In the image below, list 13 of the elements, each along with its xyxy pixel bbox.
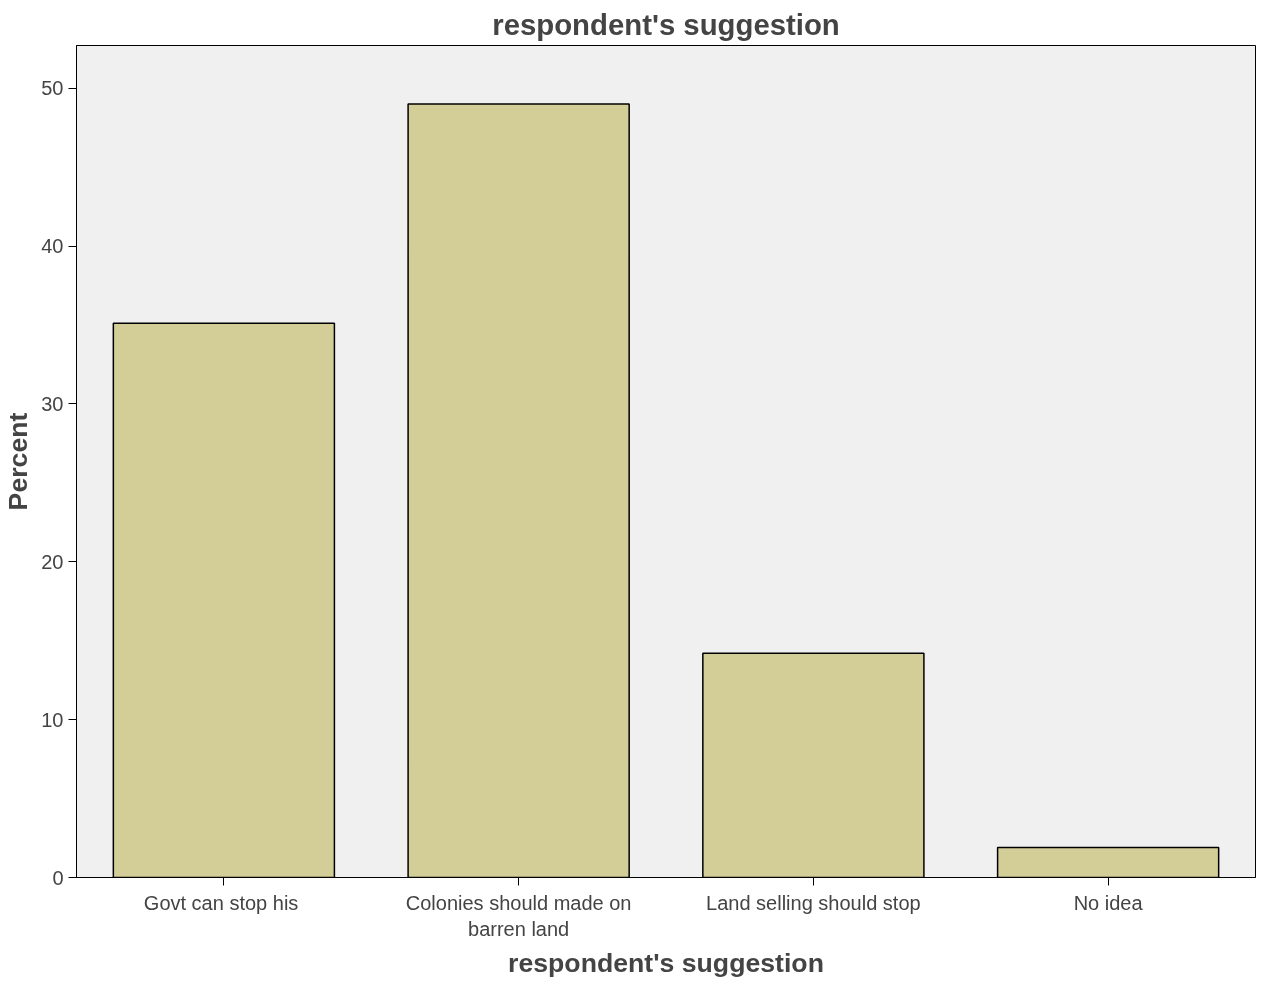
chart-title: respondent's suggestion xyxy=(492,7,840,41)
x-tick-label: No idea xyxy=(1073,891,1144,914)
x-axis-title: respondent's suggestion xyxy=(508,947,824,978)
x-tick-label: Land selling should stop xyxy=(706,891,921,914)
y-tick-label: 10 xyxy=(41,708,64,731)
y-tick-label: 30 xyxy=(41,392,64,415)
y-tick-label: 50 xyxy=(41,77,64,100)
x-tick-label: Govt can stop his xyxy=(143,891,299,914)
y-tick-label: 0 xyxy=(52,866,64,889)
y-tick-label: 40 xyxy=(41,235,64,257)
x-tick-label: Colonies should made on barren land xyxy=(405,891,632,940)
y-tick-label: 20 xyxy=(41,550,64,573)
y-axis-title: Percent xyxy=(3,412,34,511)
